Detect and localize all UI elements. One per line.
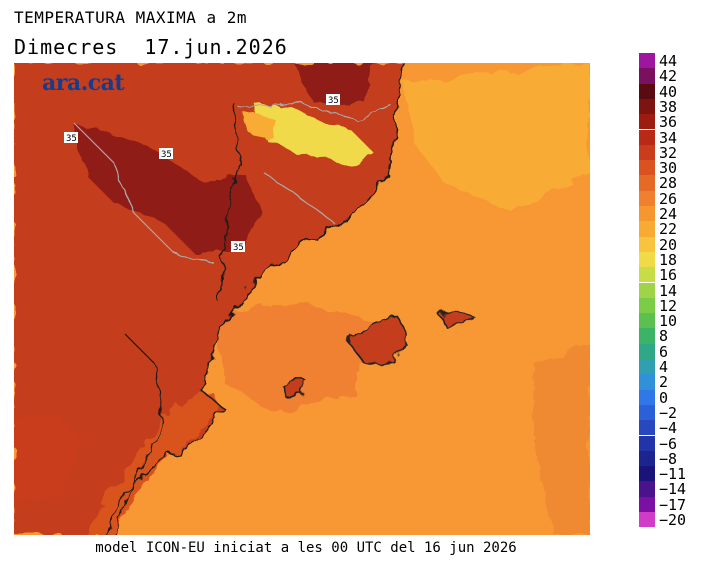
south-land-patch — [14, 413, 84, 503]
legend-swatch — [639, 129, 655, 145]
legend-swatch — [639, 343, 655, 359]
legend-swatch — [639, 68, 655, 84]
legend-swatch — [639, 144, 655, 161]
ibiza-island — [281, 378, 307, 398]
legend-swatch — [639, 328, 655, 344]
coastline — [103, 63, 405, 535]
sea-warm-patch — [214, 305, 374, 413]
isotherm-line — [73, 122, 215, 264]
pyrenees-orange — [244, 113, 274, 138]
legend-swatch — [639, 114, 655, 130]
isotherm-label: 35 — [233, 243, 244, 253]
legend-swatch — [639, 98, 655, 115]
legend-swatch — [639, 496, 655, 512]
legend-label: 14 — [659, 281, 678, 300]
legend-swatch — [639, 221, 655, 237]
forecast-date: Dimecres 17.jun.2026 — [14, 35, 288, 59]
legend-label: 6 — [659, 342, 669, 361]
legend-label: −14 — [659, 480, 687, 499]
legend-label: 16 — [659, 266, 678, 285]
legend-swatch — [639, 374, 655, 390]
legend-label: 4 — [659, 358, 669, 376]
legend-label: 2 — [659, 373, 669, 392]
legend-swatch — [639, 251, 655, 268]
mallorca-island — [348, 317, 410, 364]
legend-swatch — [639, 206, 655, 222]
legend-label: −8 — [659, 449, 678, 468]
legend-label: 32 — [659, 143, 678, 162]
legend-swatch — [639, 359, 655, 375]
legend-swatch — [639, 160, 655, 176]
legend-swatch — [639, 389, 655, 405]
legend-swatch — [639, 83, 655, 99]
legend-label: 10 — [659, 312, 678, 331]
legend-swatch — [639, 175, 655, 191]
temperature-map-canvas: 35 35 35 35 — [14, 63, 590, 535]
catalonia-border — [218, 102, 240, 304]
legend-label: 44 — [659, 52, 678, 70]
temperature-map: 35 35 35 35 — [14, 63, 590, 535]
legend-swatch — [639, 450, 655, 467]
isotherm-label-box — [231, 241, 245, 252]
isotherm-label: 35 — [328, 96, 339, 106]
ebro-valley-hot — [74, 123, 264, 253]
legend-swatch — [639, 282, 655, 298]
legend-swatch — [639, 481, 655, 497]
coastal-strip — [84, 393, 219, 535]
legend-swatch — [639, 435, 655, 451]
legend-label: −20 — [659, 511, 687, 529]
sea-warm-patch-east — [534, 343, 590, 535]
menorca-island — [437, 310, 474, 326]
isotherm-label: 35 — [161, 150, 172, 160]
legend-label: 38 — [659, 97, 678, 116]
pyrenees-cool — [254, 103, 374, 168]
legend-label: 20 — [659, 235, 678, 254]
legend-label: 34 — [659, 128, 678, 147]
legend-label: 8 — [659, 327, 669, 346]
legend-label: 0 — [659, 388, 669, 407]
forecast-day: Dimecres — [14, 35, 119, 59]
legend-label: 36 — [659, 113, 678, 132]
legend-label: −2 — [659, 403, 678, 422]
legend-label: −11 — [659, 465, 687, 484]
legend-swatch — [639, 420, 655, 436]
legend-swatch — [639, 53, 655, 69]
legend-swatch — [639, 466, 655, 482]
isotherm-label: 35 — [66, 134, 77, 144]
legend-label: 18 — [659, 250, 678, 269]
isotherm-label-box — [326, 94, 340, 105]
legend-label: 12 — [659, 296, 678, 315]
legend-swatch — [639, 190, 655, 206]
map-title: TEMPERATURA MAXIMA a 2m — [14, 8, 248, 27]
legend-swatch — [639, 236, 655, 252]
north-hot-area — [294, 63, 374, 103]
legend-label: −4 — [659, 419, 678, 438]
isotherm-label-box — [159, 148, 173, 159]
legend-swatch — [639, 313, 655, 329]
legend-label: 40 — [659, 82, 678, 101]
legend-swatch — [639, 404, 655, 421]
legend-swatch — [639, 267, 655, 283]
legend-label: 22 — [659, 220, 678, 239]
legend-label: 28 — [659, 174, 678, 193]
legend-label: 30 — [659, 159, 678, 178]
legend-label: 26 — [659, 189, 678, 208]
region-border — [113, 332, 165, 535]
legend-swatch — [639, 297, 655, 314]
legend-label: 24 — [659, 205, 678, 223]
sea-cool-patch — [404, 63, 590, 213]
legend-label: −6 — [659, 434, 678, 453]
france-border — [238, 102, 390, 119]
model-info: model ICON-EU iniciat a les 00 UTC del 1… — [95, 540, 517, 556]
isotherm-line-east — [263, 172, 335, 224]
legend-label: 42 — [659, 67, 678, 86]
legend-label: −17 — [659, 495, 687, 514]
legend-swatch — [639, 512, 655, 528]
isotherm-label-box — [64, 132, 78, 143]
forecast-date-value: 17.jun.2026 — [144, 35, 288, 59]
ara-cat-logo: ara.cat — [42, 70, 125, 96]
